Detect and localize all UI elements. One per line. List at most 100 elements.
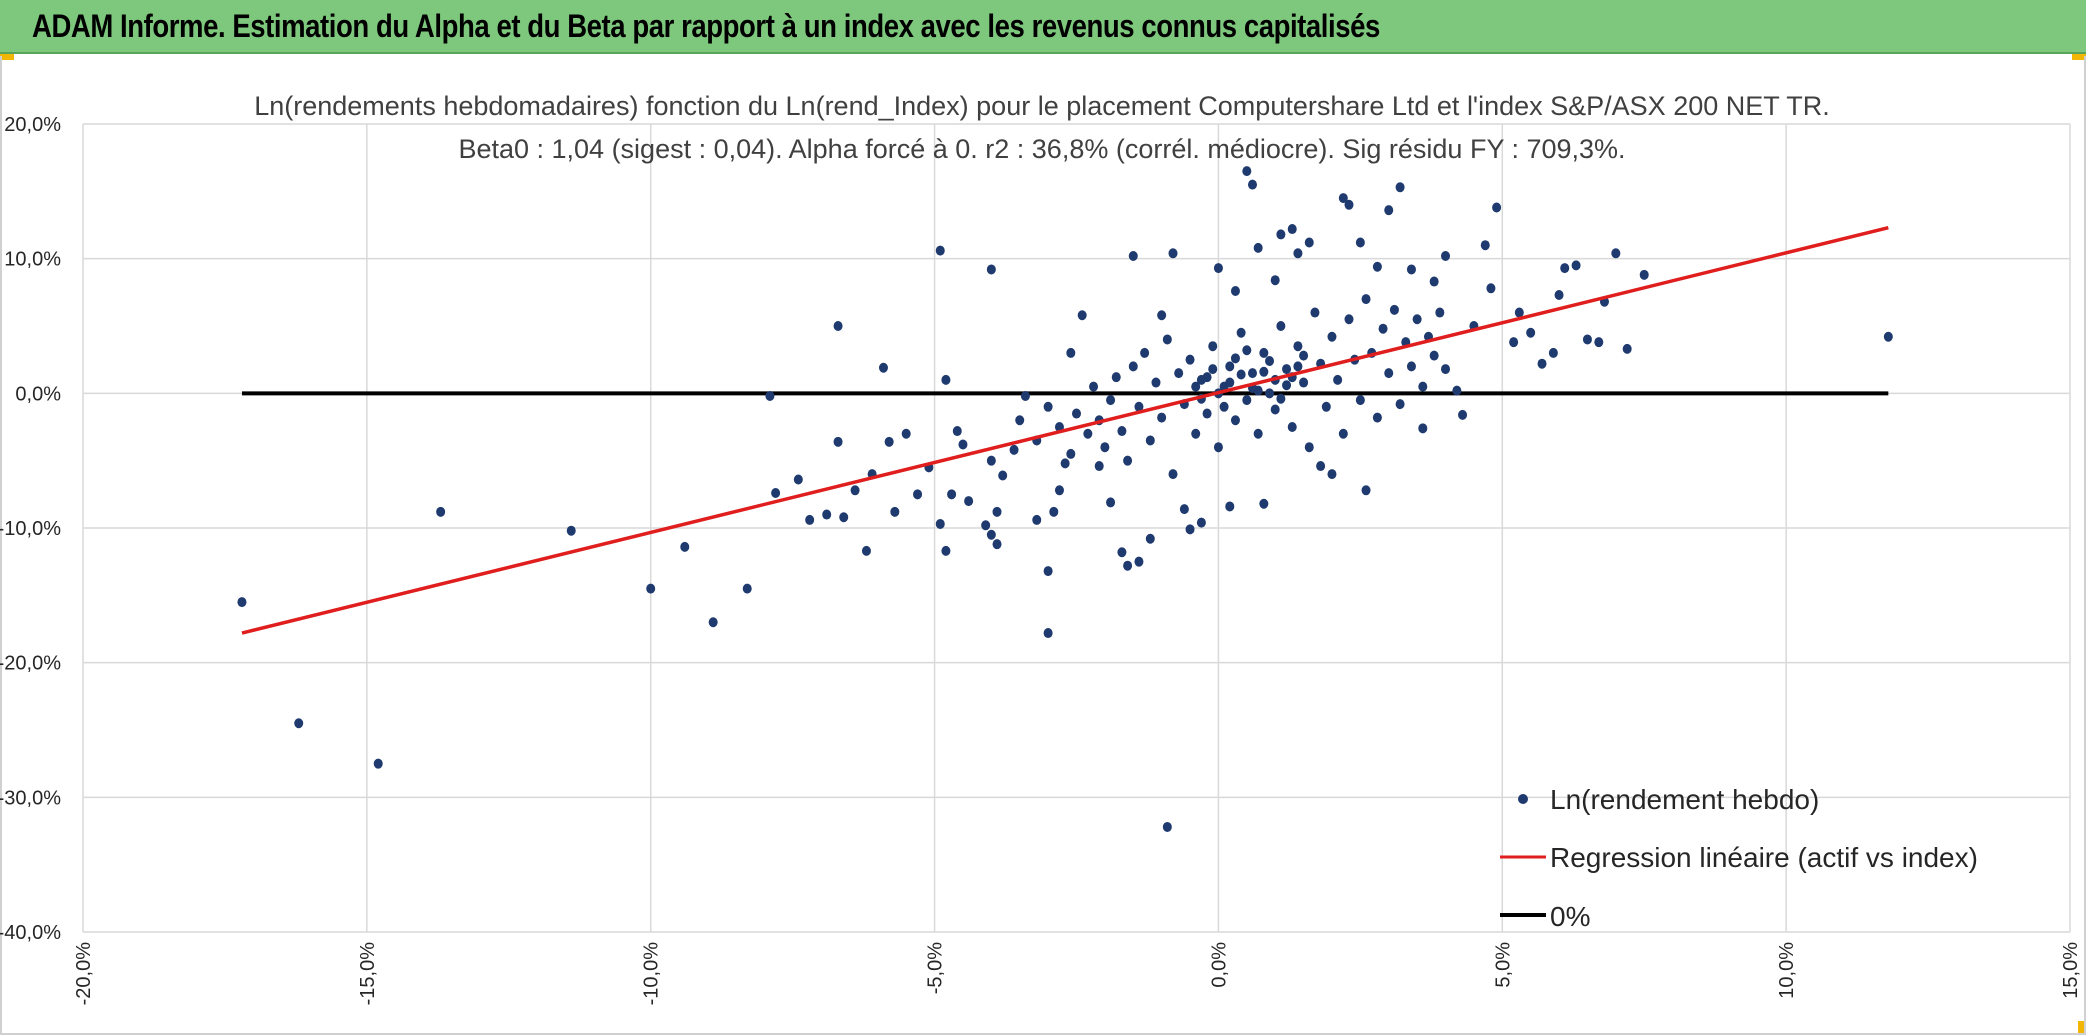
- scatter-point: [941, 374, 951, 385]
- scatter-point: [878, 362, 888, 373]
- scatter-point: [941, 545, 951, 556]
- scatter-point: [947, 489, 957, 500]
- scatter-point: [1208, 364, 1218, 375]
- scatter-point: [958, 439, 968, 450]
- scatter-point: [1259, 347, 1269, 358]
- scatter-point: [1253, 428, 1263, 439]
- scatter-point: [1123, 560, 1133, 571]
- scatter-point: [793, 474, 803, 485]
- x-tick-label: -5,0%: [925, 942, 947, 994]
- x-tick-label: 5,0%: [1492, 942, 1514, 988]
- scatter-point: [1395, 182, 1405, 193]
- scatter-point: [805, 514, 815, 525]
- scatter-point: [1196, 517, 1206, 528]
- scatter-point: [833, 436, 843, 447]
- scatter-point: [237, 597, 247, 608]
- scatter-point: [1077, 310, 1087, 321]
- scatter-point: [861, 545, 871, 556]
- scatter-point: [1111, 372, 1121, 383]
- scatter-point: [1185, 524, 1195, 535]
- scatter-point: [1157, 412, 1167, 423]
- y-tick-label: -20,0%: [0, 653, 61, 675]
- scatter-point: [1378, 323, 1388, 334]
- scatter-point: [1372, 261, 1382, 272]
- scatter-point: [1338, 428, 1348, 439]
- scatter-point: [1168, 469, 1178, 480]
- scatter-point: [1395, 399, 1405, 410]
- scatter-point: [1429, 276, 1439, 287]
- scatter-point: [436, 506, 446, 517]
- scatter-point: [1100, 442, 1110, 453]
- scatter-point: [1117, 426, 1127, 437]
- scatter-point: [1043, 628, 1053, 639]
- scatter-point: [1304, 442, 1314, 453]
- scatter-point: [646, 583, 656, 594]
- scatter-point: [1225, 501, 1235, 512]
- y-tick-label: -40,0%: [0, 922, 61, 944]
- x-tick-label: 0,0%: [1208, 942, 1230, 988]
- legend-label-regression: Regression linéaire (actif vs index): [1550, 842, 1978, 873]
- scatter-point: [1883, 331, 1893, 342]
- scatter-point: [1123, 455, 1133, 466]
- scatter-point: [1020, 391, 1030, 402]
- scatter-point: [1582, 334, 1592, 345]
- scatter-point: [1225, 377, 1235, 388]
- scatter-point: [1242, 345, 1252, 356]
- scatter-point: [1213, 442, 1223, 453]
- x-tick-label: -10,0%: [641, 942, 663, 1006]
- scatter-point: [1452, 385, 1462, 396]
- scatter-point: [981, 520, 991, 531]
- scatter-point: [850, 485, 860, 496]
- scatter-point: [1066, 448, 1076, 459]
- corner-marker-bottom-right: [2078, 1021, 2086, 1035]
- scatter-point: [1230, 415, 1240, 426]
- scatter-point: [1259, 498, 1269, 509]
- x-tick-label: -15,0%: [357, 942, 379, 1006]
- scatter-point: [1072, 408, 1081, 419]
- scatter-point: [1310, 307, 1320, 318]
- x-tick-label: -20,0%: [73, 942, 95, 1006]
- x-tick-label: 10,0%: [1776, 942, 1798, 999]
- scatter-point: [1293, 248, 1303, 259]
- scatter-point: [1151, 377, 1161, 388]
- scatter-point: [1594, 337, 1604, 348]
- y-tick-label: -30,0%: [0, 787, 61, 809]
- scatter-point: [901, 428, 911, 439]
- scatter-point: [1247, 368, 1257, 379]
- scatter-point: [1259, 366, 1269, 377]
- scatter-point: [1287, 422, 1297, 432]
- scatter-point: [992, 539, 1002, 550]
- scatter-point: [1162, 334, 1172, 345]
- scatter-point: [1276, 321, 1286, 331]
- scatter-point: [1441, 364, 1451, 375]
- scatter-points: [237, 166, 1893, 832]
- scatter-point: [1361, 294, 1371, 305]
- scatter-point: [1134, 401, 1144, 412]
- scatter-point: [1265, 388, 1275, 399]
- corner-marker-top-right: [2072, 54, 2086, 60]
- scatter-point: [935, 518, 945, 529]
- chart-frame: [0, 56, 2086, 1035]
- legend-marker-points: [1518, 794, 1528, 804]
- scatter-point: [884, 436, 894, 447]
- scatter-point: [1094, 461, 1104, 472]
- scatter-point: [964, 496, 974, 507]
- scatter-point: [566, 525, 576, 536]
- scatter-point: [1236, 327, 1246, 338]
- scatter-point: [1140, 347, 1150, 358]
- scatter-point: [1270, 275, 1280, 286]
- scatter-point: [1492, 202, 1502, 213]
- scatter-point: [1418, 423, 1428, 434]
- scatter-point: [1611, 248, 1621, 259]
- scatter-point: [1032, 514, 1042, 525]
- scatter-point: [1514, 307, 1524, 318]
- scatter-point: [1128, 250, 1138, 261]
- scatter-point: [1441, 250, 1451, 261]
- scatter-point: [1287, 224, 1297, 235]
- scatter-point: [1202, 372, 1212, 383]
- scatter-point: [1117, 547, 1127, 558]
- scatter-point: [1384, 205, 1394, 216]
- scatter-point: [1225, 361, 1235, 372]
- scatter-point: [992, 506, 1002, 517]
